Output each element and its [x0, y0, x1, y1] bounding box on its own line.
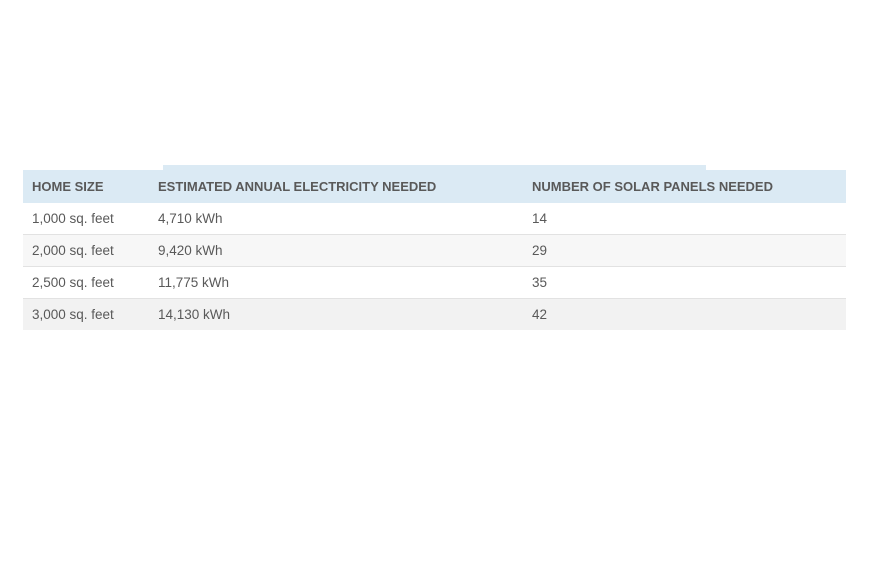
cell-solar-panels: 29	[523, 234, 846, 267]
cell-annual-electricity: 11,775 kWh	[150, 266, 523, 299]
table-row: 2,500 sq. feet 11,775 kWh 35	[23, 266, 846, 299]
header-home-size: HOME SIZE	[23, 170, 150, 203]
solar-panels-table: HOME SIZE ESTIMATED ANNUAL ELECTRICITY N…	[23, 170, 846, 330]
cell-home-size: 3,000 sq. feet	[23, 298, 150, 330]
cell-home-size: 2,000 sq. feet	[23, 234, 150, 267]
table-row: 2,000 sq. feet 9,420 kWh 29	[23, 234, 846, 267]
cell-annual-electricity: 14,130 kWh	[150, 298, 523, 330]
table-header-row: HOME SIZE ESTIMATED ANNUAL ELECTRICITY N…	[23, 170, 846, 203]
cell-solar-panels: 42	[523, 298, 846, 330]
cell-solar-panels: 35	[523, 266, 846, 299]
cell-home-size: 2,500 sq. feet	[23, 266, 150, 299]
table-row: 3,000 sq. feet 14,130 kWh 42	[23, 298, 846, 330]
cell-annual-electricity: 4,710 kWh	[150, 203, 523, 235]
header-annual-electricity: ESTIMATED ANNUAL ELECTRICITY NEEDED	[150, 170, 523, 203]
cell-annual-electricity: 9,420 kWh	[150, 234, 523, 267]
table-row: 1,000 sq. feet 4,710 kWh 14	[23, 203, 846, 235]
cell-solar-panels: 14	[523, 203, 846, 235]
cell-home-size: 1,000 sq. feet	[23, 203, 150, 235]
header-solar-panels: NUMBER OF SOLAR PANELS NEEDED	[523, 170, 846, 203]
header-accent-bar	[163, 165, 706, 171]
